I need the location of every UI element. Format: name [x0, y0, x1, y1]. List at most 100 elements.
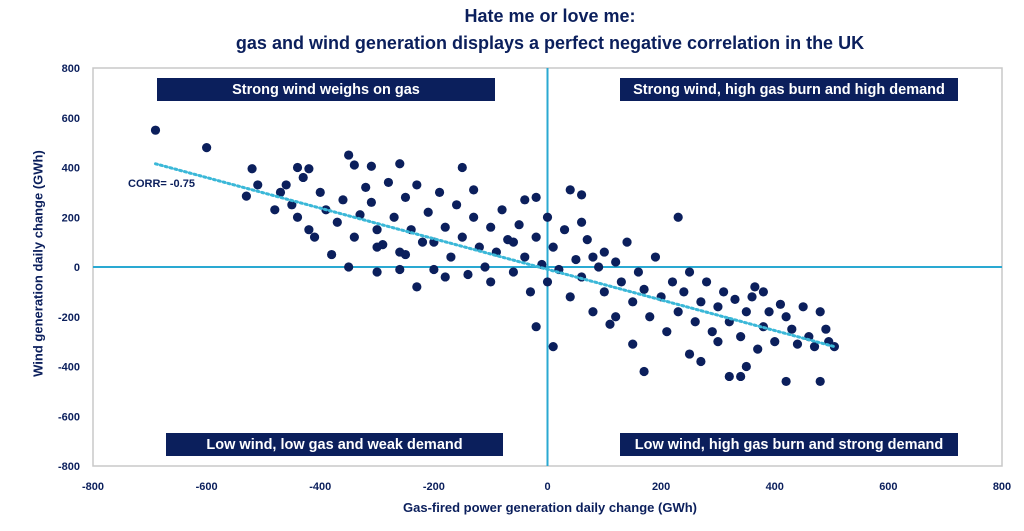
data-point	[565, 185, 575, 195]
x-tick-label: 800	[993, 481, 1011, 493]
data-point	[372, 242, 382, 252]
data-point	[395, 159, 405, 169]
x-tick-label: 600	[879, 481, 897, 493]
data-point	[667, 277, 678, 287]
data-point	[531, 232, 541, 242]
data-point	[719, 287, 729, 297]
data-point	[753, 344, 763, 354]
y-tick-label: -200	[58, 312, 80, 324]
data-point	[548, 342, 558, 352]
data-point	[684, 267, 695, 277]
data-point	[480, 262, 490, 272]
data-point	[764, 307, 774, 317]
data-point	[150, 125, 161, 135]
data-point	[514, 220, 524, 230]
data-point	[372, 225, 382, 235]
data-point	[497, 205, 507, 215]
y-tick-label: 0	[74, 262, 80, 274]
x-tick-label: -400	[309, 481, 331, 493]
data-point	[701, 277, 712, 287]
data-point	[304, 164, 314, 174]
x-axis-label: Gas-fired power generation daily change …	[403, 500, 697, 515]
data-point	[559, 225, 570, 235]
chart-subtitle: gas and wind generation displays a perfe…	[235, 33, 865, 53]
chart-title: Hate me or love me:	[464, 6, 636, 26]
trendline	[153, 162, 836, 349]
data-point	[372, 267, 382, 277]
data-point	[349, 160, 359, 170]
data-point	[429, 264, 439, 275]
data-point	[542, 277, 553, 287]
data-point	[463, 269, 473, 280]
data-point	[531, 192, 541, 202]
data-point	[400, 192, 411, 202]
data-point	[434, 187, 445, 197]
data-point	[332, 217, 342, 227]
data-point	[298, 172, 308, 183]
annotation-top-right: Strong wind, high gas burn and high dema…	[620, 78, 958, 101]
data-point	[366, 161, 376, 171]
data-point	[599, 247, 609, 257]
data-point	[741, 361, 751, 372]
data-point	[707, 327, 717, 337]
x-tick-label: 200	[652, 481, 670, 493]
data-point	[758, 287, 768, 297]
data-point	[781, 376, 791, 387]
data-point	[713, 337, 723, 347]
data-point	[696, 356, 706, 367]
x-tick-label: -800	[82, 481, 104, 493]
data-point	[662, 327, 672, 337]
data-point	[344, 150, 354, 160]
annotation-bottom-right: Low wind, high gas burn and strong deman…	[620, 433, 958, 456]
data-point	[599, 287, 609, 297]
data-point	[304, 225, 314, 235]
data-point	[576, 217, 587, 227]
data-point	[338, 195, 348, 205]
data-point	[605, 319, 615, 329]
data-point	[594, 262, 604, 272]
data-point	[690, 317, 700, 327]
data-point	[508, 267, 519, 277]
data-point	[713, 302, 723, 312]
data-point	[582, 235, 592, 245]
data-point	[440, 222, 450, 232]
x-tick-label: 0	[544, 481, 550, 493]
data-point	[469, 212, 479, 222]
y-tick-label: 200	[62, 212, 80, 224]
data-point	[247, 164, 257, 174]
data-point	[730, 294, 740, 304]
data-point	[645, 312, 655, 322]
data-point	[531, 322, 541, 332]
y-tick-label: 800	[62, 63, 80, 75]
data-point	[412, 282, 422, 292]
data-point	[395, 264, 405, 275]
data-point	[724, 371, 734, 382]
data-point	[679, 287, 689, 297]
data-point	[616, 277, 626, 287]
data-point	[520, 195, 530, 205]
data-point	[202, 143, 212, 153]
y-tick-label: -800	[58, 461, 80, 473]
data-point	[469, 185, 479, 195]
data-point	[611, 312, 621, 322]
data-point	[417, 237, 428, 247]
data-point	[736, 371, 746, 382]
data-point	[628, 339, 638, 349]
data-point	[792, 339, 803, 349]
data-point	[542, 212, 553, 222]
data-point	[588, 252, 598, 262]
data-point	[253, 180, 263, 190]
data-point	[486, 222, 496, 232]
data-point	[281, 180, 291, 190]
data-point	[747, 292, 757, 302]
data-point	[309, 232, 320, 242]
data-point	[770, 337, 780, 347]
data-point	[798, 302, 808, 312]
data-point	[787, 324, 797, 334]
data-point	[241, 191, 251, 201]
data-point	[628, 297, 638, 307]
data-point	[588, 307, 598, 317]
data-point	[275, 187, 286, 197]
y-tick-label: 600	[62, 113, 80, 125]
